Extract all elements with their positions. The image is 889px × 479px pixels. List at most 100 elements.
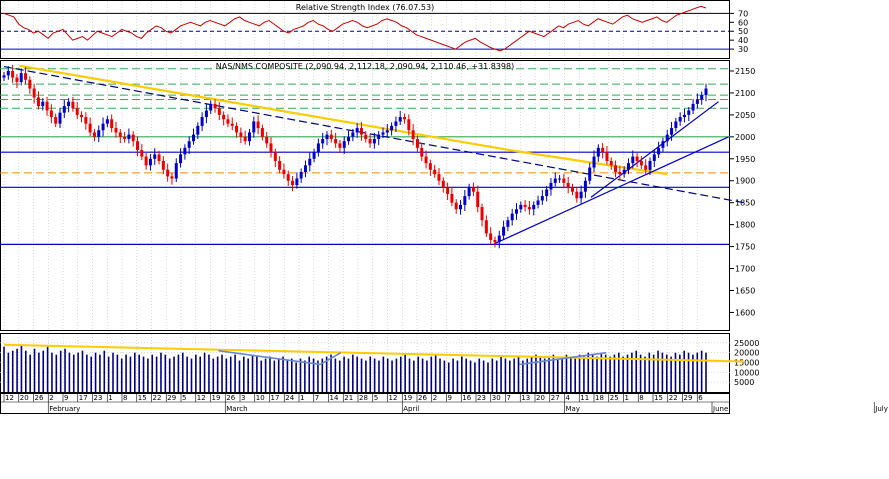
price-bar-body	[157, 154, 161, 161]
price-bar-body	[118, 132, 122, 137]
price-bar-body	[131, 134, 135, 142]
trendline	[514, 149, 668, 176]
price-bar-body	[502, 226, 506, 236]
rsi-y-tick-label: 60	[738, 18, 748, 27]
price-y-tick-label: 1650	[735, 286, 755, 295]
price-bar-body	[411, 130, 415, 140]
x-day-label: 8	[639, 394, 643, 402]
price-bar-body	[11, 70, 15, 78]
price-y-tick-label: 2050	[735, 111, 755, 120]
price-bar-body	[407, 119, 411, 131]
price-bar-body	[19, 73, 23, 82]
price-bar-body	[123, 136, 127, 140]
price-y-tick-label: 2100	[735, 89, 755, 98]
x-day-label: 18	[595, 394, 604, 402]
price-bar-body	[295, 178, 299, 186]
price-bar-body	[88, 123, 92, 133]
price-bar-body	[385, 130, 389, 133]
price-bar-body	[562, 178, 566, 183]
price-bar-body	[536, 200, 540, 205]
price-bar-body	[682, 114, 686, 118]
price-y-tick-label: 1700	[735, 265, 755, 274]
x-day-label: 19	[403, 394, 412, 402]
price-bar-body	[269, 143, 273, 153]
price-bar-body	[674, 121, 678, 129]
price-panel-frame	[0, 60, 730, 331]
price-bar-body	[170, 176, 174, 179]
x-day-label: 9	[64, 394, 68, 402]
volume-y-tick-label: 10000	[734, 368, 759, 377]
price-bar-body	[291, 180, 295, 186]
price-bar-body	[278, 160, 282, 170]
price-bar-body	[67, 101, 71, 107]
rsi-line	[3, 5, 707, 52]
price-bar-body	[583, 180, 587, 192]
price-bar-body	[506, 220, 510, 227]
volume-overlay-line	[218, 349, 321, 366]
price-bar-body	[222, 114, 226, 120]
x-day-label: 12	[389, 394, 398, 402]
volume-y-tick-label: 15000	[734, 359, 759, 368]
x-day-label: 22	[669, 394, 678, 402]
price-y-tick-label: 1850	[735, 199, 755, 208]
price-y-tick-label: 2000	[735, 133, 755, 142]
volume-overlay-line	[519, 351, 607, 366]
price-bar-body	[174, 163, 178, 179]
price-bar-body	[273, 152, 277, 161]
price-bar-body	[351, 132, 355, 137]
x-day-label: 26	[35, 394, 44, 402]
trendline	[493, 136, 729, 245]
price-bar-body	[609, 160, 613, 166]
price-bar-body	[312, 152, 316, 159]
x-day-label: 9	[448, 394, 452, 402]
price-bar-body	[36, 97, 40, 107]
x-day-label: 1	[625, 394, 629, 402]
x-day-label: 3	[241, 394, 245, 402]
price-bar-body	[704, 88, 708, 96]
x-day-label: 2	[433, 394, 437, 402]
volume-overlay-line	[320, 351, 342, 366]
price-bar-body	[183, 147, 187, 155]
price-bar-body	[286, 174, 290, 181]
price-bar-body	[329, 134, 333, 140]
price-bar-body	[32, 88, 36, 98]
x-day-label: 21	[344, 394, 353, 402]
x-day-label: 10	[256, 394, 265, 402]
price-bar-body	[639, 160, 643, 166]
x-day-label: 23	[94, 394, 103, 402]
price-bar-body	[631, 156, 635, 164]
date-axis-frame	[0, 393, 730, 414]
x-day-label: 13	[521, 394, 530, 402]
price-bar-body	[665, 134, 669, 142]
price-y-tick-label: 1900	[735, 177, 755, 186]
x-day-label: 15	[654, 394, 663, 402]
price-bar-body	[695, 99, 699, 104]
price-bar-body	[493, 240, 497, 243]
price-bar-body	[49, 110, 53, 118]
price-bar-body	[433, 169, 437, 175]
price-bar-body	[230, 123, 234, 126]
price-bar-body	[359, 128, 363, 135]
price-bar-body	[480, 207, 484, 221]
price-bar-body	[217, 108, 221, 115]
price-y-tick-label: 1950	[735, 155, 755, 164]
price-bar-body	[92, 132, 96, 137]
price-bar-body	[256, 121, 260, 129]
price-bar-body	[575, 191, 579, 199]
x-month-label: March	[226, 405, 247, 413]
price-bar-body	[670, 128, 674, 135]
price-bar-body	[213, 103, 217, 109]
price-y-tick-label: 2150	[735, 67, 755, 76]
price-bar-body	[424, 156, 428, 164]
price-bar-body	[58, 112, 62, 124]
price-bar-body	[243, 136, 247, 142]
price-bar-body	[101, 123, 105, 131]
price-bar-body	[657, 147, 661, 155]
price-bar-body	[648, 160, 652, 170]
price-bar-body	[614, 165, 618, 172]
price-bar-body	[540, 196, 544, 201]
price-bar-body	[626, 163, 630, 170]
x-day-label: 2	[49, 394, 53, 402]
price-y-tick-label: 1600	[735, 308, 755, 317]
